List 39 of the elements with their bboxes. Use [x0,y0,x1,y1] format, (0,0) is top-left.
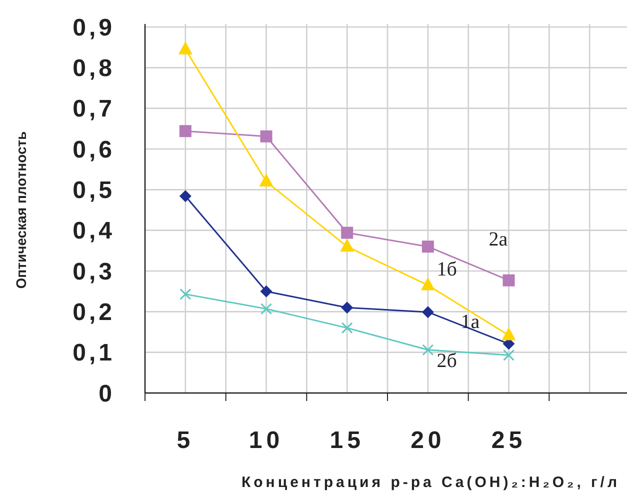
point [502,274,515,286]
point [503,349,514,361]
point [420,277,435,290]
y-tick-label: 0,6 [72,136,115,164]
x-tick-label: 10 [248,427,284,454]
point [259,174,274,187]
point [502,327,516,340]
point [341,302,354,314]
point [260,130,272,142]
point [178,41,192,54]
point [179,125,192,138]
series-label: 1а [460,310,480,333]
y-tick-label: 0,4 [72,218,115,245]
point [340,238,354,252]
series-label: 1б [436,258,457,280]
y-tick-label: 0,7 [72,96,115,123]
x-tick-label: 15 [330,427,364,454]
y-tick-label: 0,1 [72,340,115,367]
y-axis-title: Оптическая плотность [13,130,29,289]
point [260,285,272,298]
point [422,306,434,318]
point [341,226,354,239]
y-tick-label: 0,8 [72,55,115,82]
x-tick-label: 20 [410,427,446,454]
point [179,190,192,202]
series-label: 2б [436,350,457,372]
point [422,344,434,356]
point [260,303,272,315]
y-tick-label: 0,2 [72,299,115,326]
series-label: 2а [488,228,508,250]
x-tick-label: 5 [176,427,194,454]
y-tick-label: 0 [98,380,115,408]
point [422,240,434,253]
point [341,322,353,334]
y-tick-label: 0,5 [72,177,115,204]
x-tick-label: 25 [491,427,526,454]
y-tick-label: 0,3 [72,258,115,286]
point [180,288,192,300]
y-tick-label: 0,9 [72,14,115,42]
